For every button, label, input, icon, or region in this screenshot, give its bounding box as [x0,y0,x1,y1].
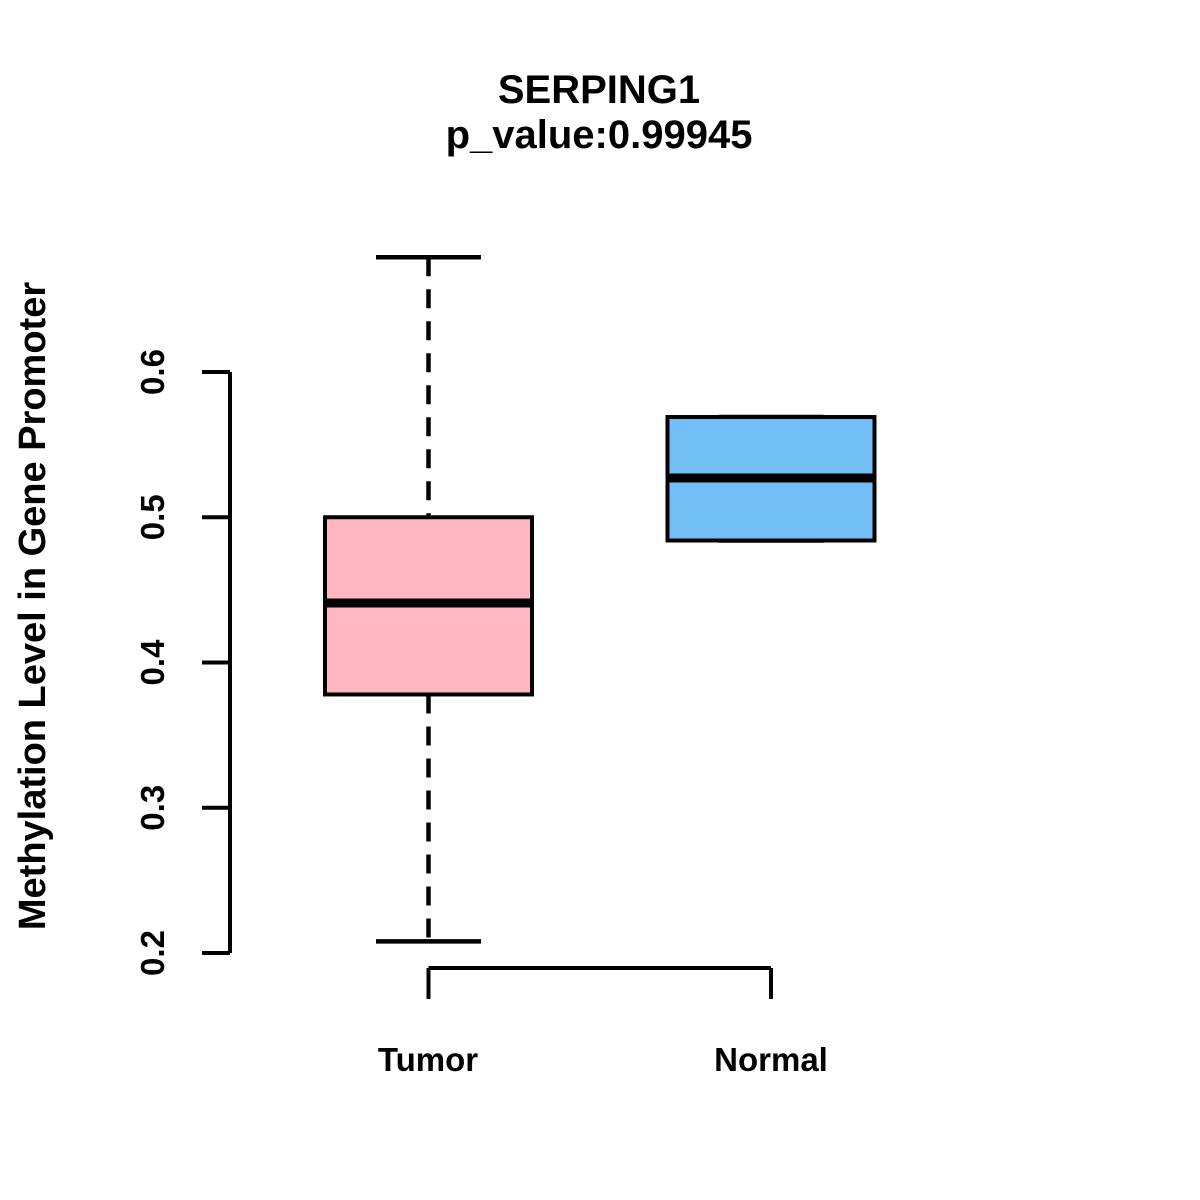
y-tick-label: 0.5 [134,494,171,540]
y-tick-label: 0.6 [134,349,171,395]
chart-title: SERPING1 [497,68,701,112]
chart-subtitle-pvalue: p_value:0.99945 [445,113,753,157]
x-category-label-normal: Normal [714,1041,828,1078]
y-tick-label: 0.2 [134,930,171,976]
y-tick-label: 0.3 [134,785,171,831]
y-tick-label: 0.4 [134,639,171,686]
x-category-label-tumor: Tumor [377,1041,479,1078]
